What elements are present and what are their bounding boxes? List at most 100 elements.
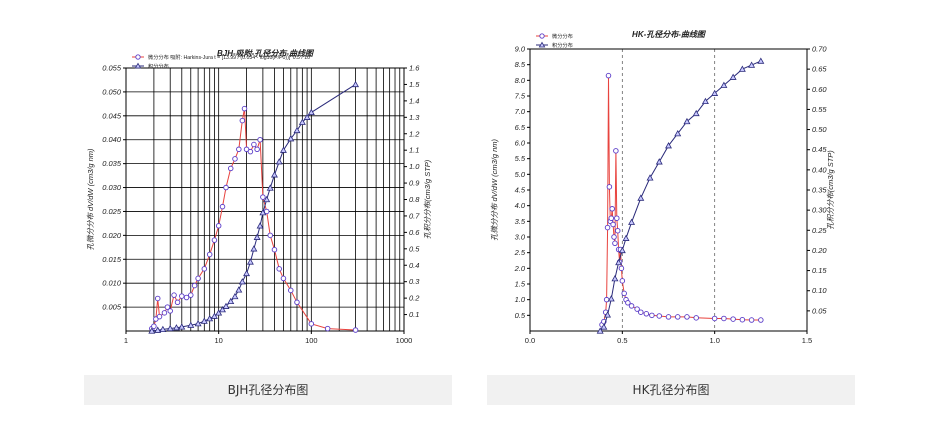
data-point-triangle bbox=[298, 118, 306, 125]
data-point-triangle bbox=[757, 57, 765, 64]
data-point-circle bbox=[604, 224, 611, 231]
data-point-triangle bbox=[263, 195, 271, 203]
data-point-circle bbox=[308, 321, 315, 327]
y-tick-label: 0.030 bbox=[102, 183, 122, 192]
y2-tick-label: 1.3 bbox=[409, 113, 420, 122]
data-point-circle bbox=[241, 105, 248, 112]
legend-entry: 微分分布 吸附: Harkins-Jura t = [13.99 / (0.03… bbox=[148, 53, 310, 61]
y-tick-label: 0.5 bbox=[515, 311, 526, 320]
data-point-triangle bbox=[238, 278, 246, 285]
data-point-circle bbox=[605, 72, 612, 79]
data-point-triangle bbox=[287, 135, 295, 142]
data-point-triangle bbox=[253, 233, 261, 240]
y-tick-label: 1.5 bbox=[515, 280, 526, 289]
data-point-circle bbox=[154, 295, 161, 302]
data-point-circle bbox=[684, 314, 690, 320]
data-point-triangle bbox=[275, 158, 283, 165]
y-tick-label: 2.5 bbox=[514, 248, 526, 257]
data-point-triangle bbox=[219, 306, 226, 313]
data-point-triangle bbox=[187, 321, 195, 328]
y2-tick-label: 0.55 bbox=[812, 105, 827, 114]
y2-tick-label: 0.3 bbox=[409, 277, 420, 286]
data-point-triangle bbox=[246, 258, 254, 265]
data-point-circle bbox=[643, 311, 650, 317]
legend-marker-circle bbox=[135, 54, 141, 60]
bjh-chart-panel: BJH-吸附-孔径分布-曲线图 1 10 100 1000 0.005 0.010 0.015… bbox=[84, 30, 452, 357]
y2-tick-label: 0.6 bbox=[409, 228, 420, 237]
y-tick-label: 9.0 bbox=[515, 45, 526, 54]
data-point-circle bbox=[638, 309, 644, 315]
data-point-circle bbox=[634, 306, 640, 312]
data-point-triangle bbox=[604, 311, 612, 318]
data-point-circle bbox=[179, 293, 185, 299]
y2-tick-label: 0.45 bbox=[812, 145, 827, 154]
data-point-circle bbox=[276, 266, 282, 272]
data-point-circle bbox=[206, 251, 213, 258]
data-point-triangle bbox=[611, 275, 619, 282]
y2-tick-label: 0.4 bbox=[409, 261, 419, 270]
data-point-triangle bbox=[159, 325, 167, 332]
data-point-circle bbox=[167, 308, 173, 314]
data-point-triangle bbox=[222, 302, 230, 309]
data-point-circle bbox=[171, 292, 177, 298]
data-point-circle bbox=[649, 312, 655, 319]
y-tick-label: 8.5 bbox=[515, 60, 526, 69]
data-point-triangle bbox=[243, 269, 251, 277]
data-point-triangle bbox=[683, 117, 691, 125]
data-point-circle bbox=[288, 287, 294, 294]
data-point-circle bbox=[612, 240, 618, 247]
data-point-triangle bbox=[607, 295, 615, 302]
data-point-triangle bbox=[307, 108, 315, 116]
data-point-circle bbox=[267, 232, 273, 239]
data-point-triangle bbox=[738, 65, 746, 72]
x-tick-label: 100 bbox=[305, 336, 318, 345]
data-point-circle bbox=[211, 237, 218, 243]
data-point-triangle bbox=[674, 129, 682, 137]
data-point-triangle bbox=[596, 327, 604, 334]
data-point-circle bbox=[739, 316, 746, 323]
data-point-triangle bbox=[665, 142, 672, 149]
y2-tick-label: 0.30 bbox=[812, 206, 827, 215]
y2-tick-label: 1.5 bbox=[409, 80, 420, 89]
y-axis-label: 孔微分分布 dV/dW (cm3/g nm) bbox=[86, 148, 95, 251]
data-point-triangle bbox=[266, 184, 274, 191]
x-tick-label: 1 bbox=[124, 336, 128, 345]
hk-caption: HK孔径分布图 bbox=[487, 375, 855, 405]
y-tick-label: 0.040 bbox=[102, 135, 122, 144]
y2-tick-label: 0.70 bbox=[812, 45, 827, 54]
legend-entry: 微分分布 bbox=[552, 32, 573, 40]
data-point-circle bbox=[665, 314, 672, 320]
y-tick-label: 3.5 bbox=[515, 217, 526, 226]
data-point-circle bbox=[195, 275, 201, 282]
data-point-triangle bbox=[655, 158, 663, 165]
data-point-triangle bbox=[172, 324, 180, 331]
y-tick-label: 0.045 bbox=[102, 111, 122, 120]
y-tick-label: 5.0 bbox=[515, 170, 526, 179]
data-point-triangle bbox=[618, 246, 626, 254]
data-point-triangle bbox=[279, 146, 287, 153]
y2-tick-label: 1.6 bbox=[409, 64, 420, 73]
x-tick-label: 1.0 bbox=[709, 336, 719, 345]
data-point-circle bbox=[188, 292, 194, 298]
data-point-circle bbox=[243, 146, 250, 153]
data-point-circle bbox=[260, 194, 266, 200]
data-point-circle bbox=[215, 223, 222, 229]
data-point-circle bbox=[223, 184, 229, 191]
y2-tick-label: 1.0 bbox=[409, 162, 420, 171]
y2-tick-label: 1.4 bbox=[409, 96, 419, 105]
data-point-circle bbox=[161, 310, 168, 316]
data-point-circle bbox=[614, 227, 621, 234]
data-point-triangle bbox=[615, 258, 623, 266]
data-point-triangle bbox=[231, 292, 239, 300]
y2-tick-label: 1.2 bbox=[409, 129, 420, 138]
x-tick-label: 0.0 bbox=[525, 336, 535, 345]
data-point-circle bbox=[618, 265, 625, 272]
data-point-triangle bbox=[646, 174, 654, 181]
data-point-circle bbox=[263, 208, 270, 215]
data-point-triangle bbox=[235, 286, 243, 293]
data-point-circle bbox=[251, 141, 257, 148]
y2-tick-label: 1.1 bbox=[409, 146, 419, 155]
data-point-triangle bbox=[729, 73, 737, 80]
data-point-triangle bbox=[293, 126, 301, 134]
data-point-circle bbox=[247, 148, 254, 155]
